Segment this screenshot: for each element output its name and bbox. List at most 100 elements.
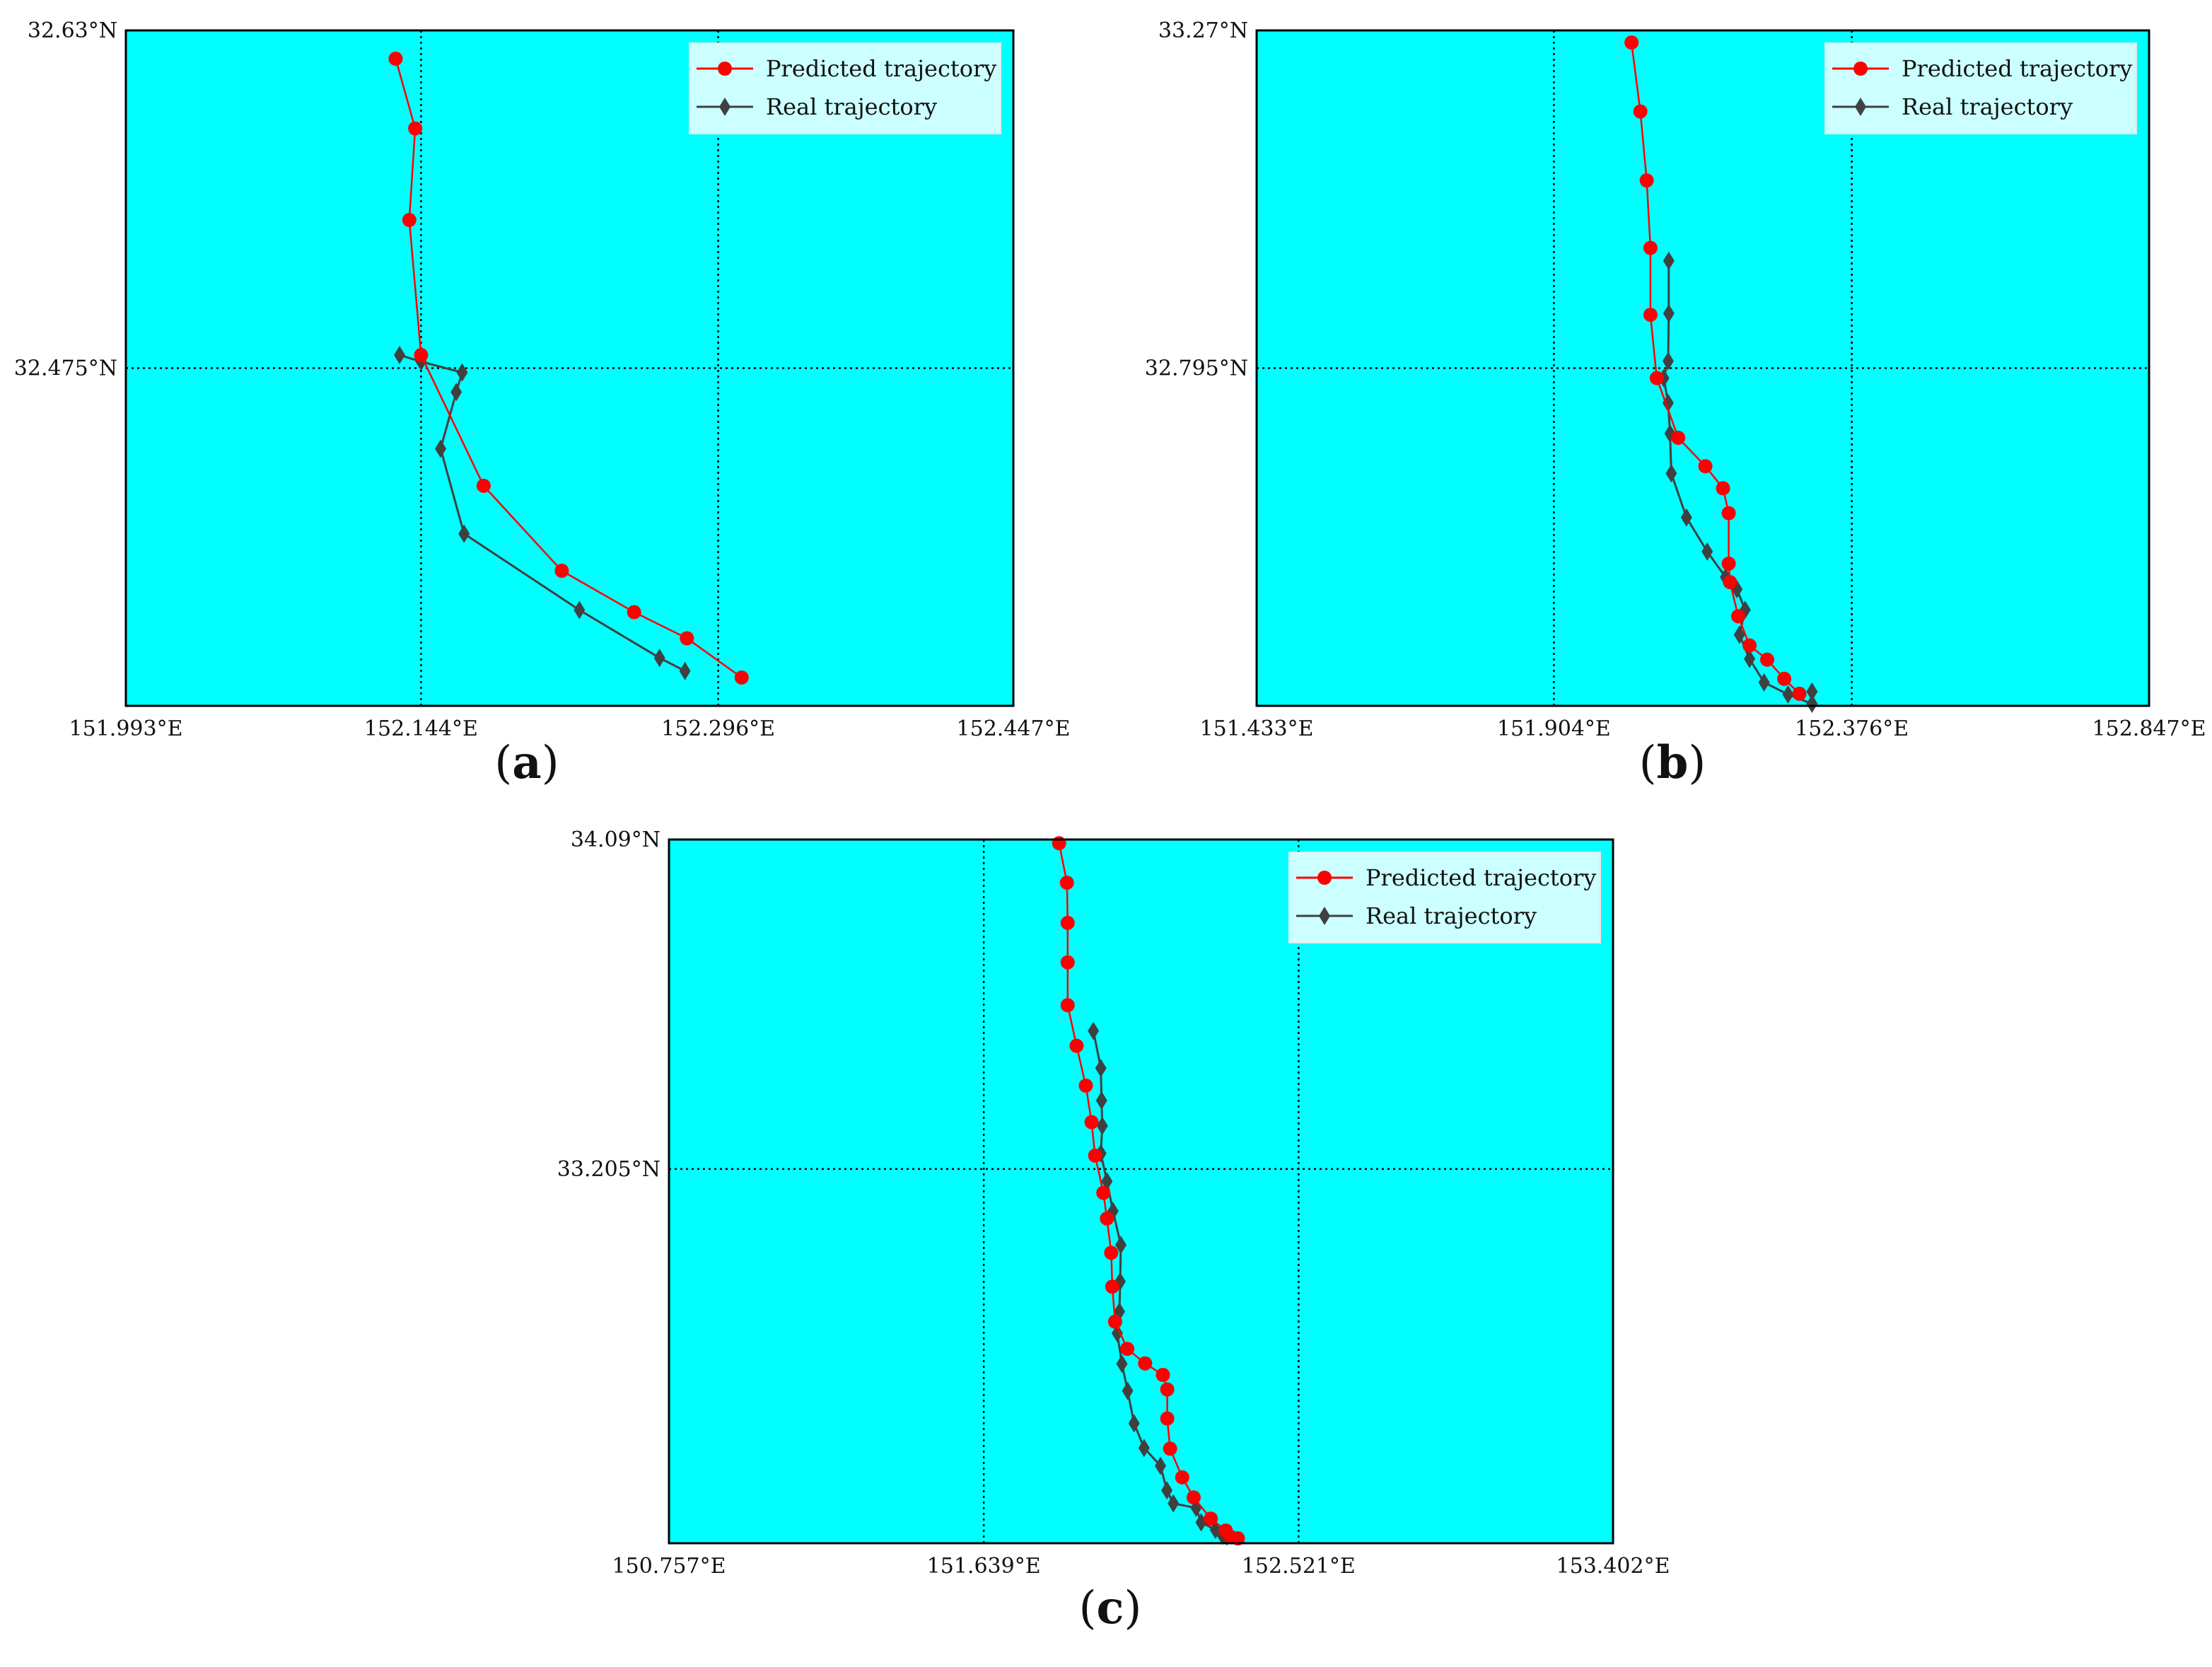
predicted-point-4 (476, 478, 491, 493)
legend: Predicted trajectory Real trajectory (1288, 852, 1601, 943)
real-point-0 (1088, 1021, 1100, 1040)
real-point-16 (1806, 694, 1818, 713)
real-point-6 (1665, 464, 1677, 483)
predicted-point-13 (1107, 1314, 1122, 1329)
legend-box (689, 42, 1001, 134)
panel-caption: (a) (494, 736, 559, 789)
plot-area (669, 840, 1613, 1543)
predicted-point-7 (1698, 459, 1713, 474)
caption-close: ) (542, 737, 559, 789)
y-tick-label-0: 32.63°N (28, 18, 117, 43)
predicted-point-7 (1084, 1115, 1099, 1129)
x-tick-label-1: 152.144°E (364, 716, 478, 741)
real-point-12 (1733, 625, 1745, 644)
real-point-17 (1806, 682, 1818, 701)
predicted-point-14 (1760, 652, 1775, 667)
chart-panel-c: 150.757°E 151.639°E 152.521°E 153.402°E 34.0… (557, 827, 1670, 1634)
predicted-point-19 (1163, 1441, 1177, 1456)
predicted-point-0 (1052, 836, 1066, 851)
plot-frame (1255, 29, 2150, 707)
predicted-point-12 (1105, 1279, 1119, 1294)
chart-panel-b: 151.433°E 151.904°E 152.376°E 152.847°E 33.2… (1145, 18, 2206, 789)
x-tick-label-2: 152.296°E (661, 716, 775, 741)
predicted-point-10 (1100, 1211, 1114, 1226)
real-point-15 (1155, 1456, 1167, 1475)
x-tick-label-1: 151.639°E (927, 1554, 1041, 1579)
real-point-0 (394, 346, 406, 365)
predicted-point-6 (1671, 431, 1686, 446)
plot-frame (124, 29, 1015, 707)
real-point-2 (456, 363, 468, 382)
y-tick-label-0: 34.09°N (571, 827, 660, 852)
predicted-point-1 (408, 121, 423, 136)
predicted-point-10 (1721, 556, 1736, 571)
predicted-point-11 (1104, 1245, 1119, 1260)
predicted-point-16 (1792, 686, 1807, 701)
legend-label-0: Predicted trajectory (1902, 55, 2132, 82)
predicted-point-16 (1156, 1368, 1170, 1383)
predicted-point-2 (1060, 915, 1075, 930)
real-point-7 (1114, 1236, 1127, 1255)
predicted-point-3 (1643, 240, 1658, 255)
panel-caption: (b) (1639, 736, 1706, 789)
caption-letter: b (1657, 736, 1689, 789)
predicted-point-21 (1186, 1490, 1201, 1505)
caption-letter: c (1097, 1581, 1124, 1634)
predicted-point-2 (402, 213, 417, 228)
predicted-point-6 (1078, 1078, 1093, 1093)
plot-frame (668, 838, 1614, 1545)
predicted-point-1 (1633, 104, 1648, 119)
real-point-7 (1680, 508, 1692, 527)
real-point-8 (679, 661, 691, 680)
predicted-point-1 (1059, 876, 1074, 890)
real-point-0 (1663, 251, 1675, 270)
predicted-point-20 (1175, 1470, 1189, 1485)
real-point-13 (1128, 1414, 1140, 1433)
x-tick-label-0: 151.993°E (69, 716, 183, 741)
real-point-1 (1095, 1059, 1107, 1078)
predicted-point-7 (680, 631, 694, 646)
legend-marker-predicted (1853, 62, 1868, 76)
predicted-point-4 (1060, 998, 1075, 1013)
predicted-point-5 (554, 564, 569, 578)
real-point-7 (653, 649, 665, 668)
predicted-point-13 (1742, 638, 1757, 653)
real-point-17 (1168, 1494, 1180, 1513)
legend: Predicted trajectory Real trajectory (1824, 42, 2137, 134)
x-tick-label-1: 151.904°E (1497, 716, 1611, 741)
legend-marker-predicted (1317, 871, 1332, 885)
caption-open: ( (494, 737, 512, 789)
real-point-8 (1701, 542, 1713, 561)
legend: Predicted trajectory Real trajectory (689, 42, 1001, 134)
real-point-3 (1096, 1116, 1108, 1135)
chart-panel-a: 151.993°E 152.144°E 152.296°E 152.447°E 32.6… (14, 18, 1071, 789)
x-tick-label-0: 150.757°E (612, 1554, 726, 1579)
real-point-5 (458, 524, 470, 543)
predicted-point-5 (1069, 1038, 1084, 1053)
predicted-point-14 (1120, 1342, 1135, 1357)
predicted-point-17 (1160, 1382, 1175, 1397)
legend-marker-real (1319, 907, 1330, 925)
real-point-11 (1116, 1354, 1128, 1373)
predicted-point-3 (1060, 955, 1075, 970)
predicted-point-4 (1643, 308, 1658, 323)
predicted-point-9 (1721, 506, 1736, 521)
real-point-2 (1095, 1091, 1107, 1110)
x-tick-label-3: 152.447°E (957, 716, 1071, 741)
predicted-point-12 (1730, 609, 1745, 624)
x-tick-label-3: 152.847°E (2092, 716, 2206, 741)
y-tick-label-0: 33.27°N (1158, 18, 1248, 43)
caption-letter: a (512, 736, 541, 789)
real-point-15 (1782, 685, 1794, 704)
y-tick-label-1: 33.205°N (557, 1157, 660, 1182)
real-point-13 (1744, 649, 1756, 668)
predicted-point-0 (1624, 35, 1639, 50)
real-point-16 (1161, 1481, 1173, 1500)
legend-marker-predicted (718, 62, 732, 76)
real-point-2 (1662, 352, 1674, 371)
legend-marker-real (719, 98, 730, 116)
x-tick-label-2: 152.376°E (1795, 716, 1909, 741)
predicted-point-25 (1230, 1531, 1245, 1546)
panel-caption: (c) (1079, 1581, 1142, 1634)
